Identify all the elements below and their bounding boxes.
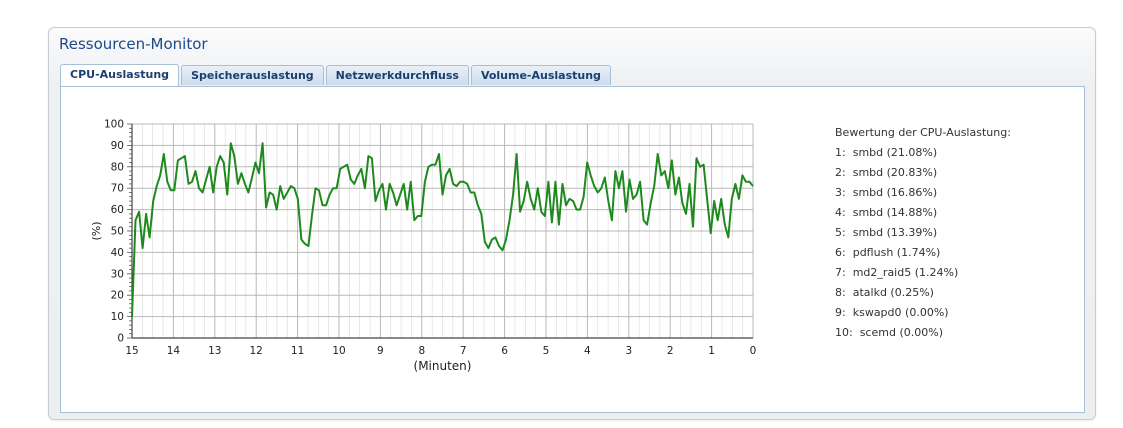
ranking-item: 4: smbd (14.88%) [835, 206, 1011, 226]
tab-cpu-usage[interactable]: CPU-Auslastung [60, 64, 180, 86]
cpu-ranking-title: Bewertung der CPU-Auslastung: [835, 126, 1011, 139]
ranking-process-name: kswapd0 [852, 306, 902, 319]
ranking-percent: (0.25%) [890, 286, 934, 299]
x-tick-label: 12 [250, 345, 263, 357]
cpu-usage-panel: 0 10 20 30 40 50 60 70 80 90 100 15 14 13 12 11 10 9 8 7 6 5 4… [60, 86, 1085, 413]
resource-monitor-window: Ressourcen-Monitor CPU-Auslastung Speich… [48, 27, 1096, 420]
ranking-item: 8: atalkd (0.25%) [835, 286, 1011, 306]
ranking-percent: (1.74%) [896, 246, 941, 259]
window-title: Ressourcen-Monitor [59, 35, 208, 53]
cpu-ranking-list: Bewertung der CPU-Auslastung: 1: smbd (2… [835, 126, 1011, 346]
ranking-item: 6: pdflush (1.74%) [835, 246, 1011, 266]
x-tick-label: 15 [125, 345, 138, 357]
ranking-rank: 10: [835, 326, 853, 339]
ranking-process-name: scemd [859, 326, 896, 339]
ranking-percent: (0.00%) [899, 326, 943, 339]
ranking-item: 10: scemd (0.00%) [835, 326, 1011, 346]
ranking-process-name: smbd [852, 166, 884, 179]
ranking-rank: 6: [835, 246, 846, 259]
ranking-item: 7: md2_raid5 (1.24%) [835, 266, 1011, 286]
x-tick-label: 9 [377, 345, 384, 357]
ranking-process-name: smbd [852, 206, 884, 219]
ranking-item: 5: smbd (13.39%) [835, 226, 1011, 246]
x-axis-label: (Minuten) [414, 359, 472, 373]
ranking-rank: 3: [835, 186, 846, 199]
ranking-rank: 7: [835, 266, 846, 279]
ranking-rank: 5: [835, 226, 846, 239]
ranking-process-name: atalkd [852, 286, 887, 299]
tab-volume-usage[interactable]: Volume-Auslastung [470, 65, 611, 85]
ranking-process-name: smbd [852, 226, 884, 239]
ranking-percent: (1.24%) [914, 266, 959, 279]
x-tick-label: 13 [208, 345, 221, 357]
ranking-process-name: smbd [852, 186, 884, 199]
y-tick-label: 50 [111, 226, 124, 238]
tab-memory-usage[interactable]: Speicherauslastung [181, 65, 324, 85]
y-tick-label: 80 [111, 161, 124, 173]
tab-bar: CPU-Auslastung Speicherauslastung Netzwe… [60, 64, 611, 86]
x-tick-label: 7 [460, 345, 467, 357]
ranking-rank: 1: [835, 146, 846, 159]
y-tick-label: 100 [104, 119, 124, 131]
y-tick-label: 10 [111, 311, 124, 323]
y-tick-label: 60 [111, 204, 124, 216]
x-tick-label: 6 [501, 345, 508, 357]
tab-network-throughput[interactable]: Netzwerkdurchfluss [325, 65, 469, 85]
x-tick-label: 1 [708, 345, 715, 357]
y-tick-label: 20 [111, 290, 124, 302]
y-tick-label: 40 [111, 247, 124, 259]
x-tick-label: 4 [584, 345, 591, 357]
ranking-process-name: pdflush [852, 246, 894, 259]
y-tick-label: 90 [111, 140, 124, 152]
x-tick-label: 8 [418, 345, 425, 357]
x-tick-label: 2 [667, 345, 674, 357]
y-axis-label: (%) [90, 221, 103, 240]
x-tick-label: 14 [167, 345, 181, 357]
ranking-percent: (21.08%) [886, 146, 938, 159]
ranking-item: 9: kswapd0 (0.00%) [835, 306, 1011, 326]
ranking-rank: 8: [835, 286, 846, 299]
ranking-process-name: md2_raid5 [852, 266, 912, 279]
ranking-percent: (0.00%) [905, 306, 949, 319]
x-tick-label: 0 [750, 345, 757, 357]
ranking-percent: (13.39%) [886, 226, 938, 239]
ranking-item: 2: smbd (20.83%) [835, 166, 1011, 186]
ranking-item: 1: smbd (21.08%) [835, 146, 1011, 166]
ranking-item: 3: smbd (16.86%) [835, 186, 1011, 206]
ranking-percent: (20.83%) [886, 166, 938, 179]
ranking-percent: (16.86%) [886, 186, 938, 199]
ranking-rank: 2: [835, 166, 846, 179]
ranking-process-name: smbd [852, 146, 884, 159]
ranking-percent: (14.88%) [886, 206, 938, 219]
y-tick-label: 0 [117, 333, 124, 345]
cpu-usage-series-line [131, 142, 754, 317]
x-tick-label: 5 [543, 345, 550, 357]
y-tick-label: 70 [111, 183, 124, 195]
x-tick-label: 3 [625, 345, 632, 357]
x-tick-label: 11 [291, 345, 304, 357]
x-tick-label: 10 [332, 345, 345, 357]
y-tick-label: 30 [111, 268, 124, 280]
ranking-rank: 9: [835, 306, 846, 319]
ranking-rank: 4: [835, 206, 846, 219]
